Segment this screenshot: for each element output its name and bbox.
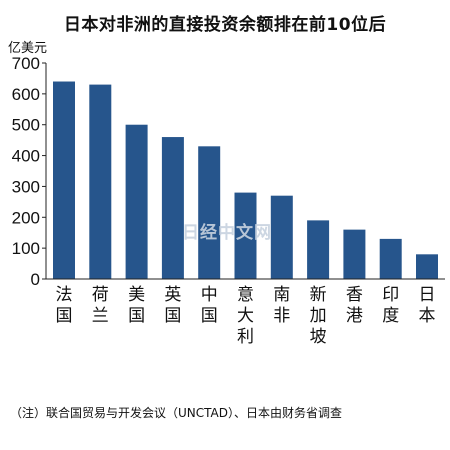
x-category-label: 荷兰	[92, 285, 109, 326]
bar-4	[198, 146, 221, 279]
y-tick-label: 500	[12, 116, 40, 135]
x-category-label: 香港	[346, 285, 363, 326]
x-category-label: 日本	[419, 285, 436, 326]
bar-8	[343, 229, 366, 279]
y-tick-label: 200	[12, 208, 40, 227]
x-category-label: 南非	[273, 285, 290, 326]
x-category-label: 意大利	[237, 285, 254, 347]
bar-5	[234, 192, 257, 279]
y-tick-label: 600	[12, 85, 40, 104]
chart-source-note: （注）联合国贸易与开发会议（UNCTAD）、日本由财务省调查	[10, 406, 342, 420]
x-category-label: 中国	[201, 285, 218, 326]
y-tick-label: 400	[12, 147, 40, 166]
bars	[53, 81, 438, 279]
watermark-logo: 日经中文网	[182, 223, 272, 243]
bar-7	[307, 220, 330, 279]
bar-3	[161, 137, 184, 279]
bar-1	[89, 84, 112, 279]
bar-10	[416, 254, 438, 279]
x-category-label: 英国	[164, 285, 181, 326]
bar-2	[125, 124, 148, 279]
bar-9	[379, 238, 402, 279]
chart-title: 日本对非洲的直接投资余额排在前10位后	[63, 15, 387, 35]
y-tick-label: 0	[31, 270, 40, 289]
x-category-label: 美国	[128, 285, 145, 326]
y-axis-unit-label: 亿美元	[8, 41, 48, 56]
x-category-label: 法国	[56, 285, 73, 326]
y-tick-label: 100	[12, 239, 40, 258]
x-category-label: 印度	[382, 285, 399, 326]
y-axis-ticks: 0 100 200 300 400 500 600 700	[12, 54, 46, 289]
bar-0	[53, 81, 75, 279]
y-tick-label: 300	[12, 177, 40, 196]
x-category-label: 新加坡	[310, 285, 327, 347]
bar-6	[270, 195, 293, 279]
y-tick-label: 700	[12, 54, 40, 73]
